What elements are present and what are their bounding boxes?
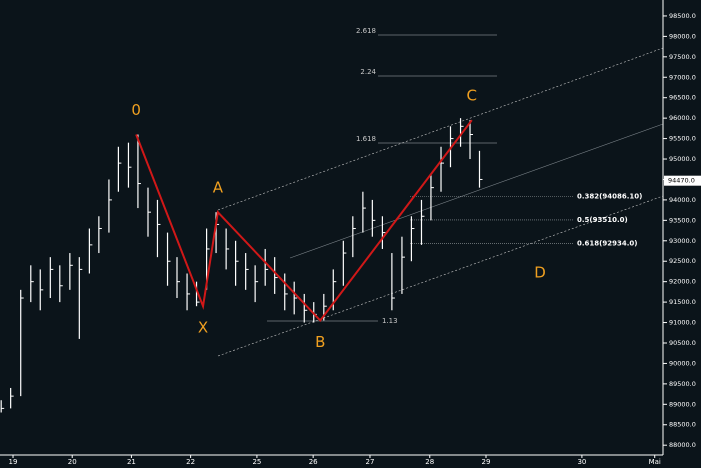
y-tick-label: 97500.0 <box>669 53 696 61</box>
y-tick-label: 98500.0 <box>669 12 696 20</box>
channel-upper <box>217 47 664 211</box>
fib-label: 0.5(93510.0) <box>577 216 628 224</box>
y-tick-label: 89500.0 <box>669 380 696 388</box>
x-tick-label: 28 <box>425 458 434 466</box>
last-price-label: 94470.0 <box>668 177 695 185</box>
y-tick-label: 91500.0 <box>669 298 696 306</box>
x-tick-label: 20 <box>68 458 77 466</box>
y-tick-label: 92000.0 <box>669 278 696 286</box>
x-tick-label: 22 <box>186 458 195 466</box>
channel-middle <box>289 123 664 259</box>
fib-label: 2.24 <box>360 68 376 76</box>
y-tick-label: 91000.0 <box>669 319 696 327</box>
fib-label: 0.618(92934.0) <box>577 239 637 247</box>
y-tick-label: 96500.0 <box>669 94 696 102</box>
pattern-label: C <box>467 87 477 105</box>
pattern-label: 0 <box>131 101 141 119</box>
y-tick-label: 93000.0 <box>669 237 696 245</box>
fib-label: 2.618 <box>356 27 376 35</box>
y-tick-label: 94000.0 <box>669 196 696 204</box>
fib-label: 1.618 <box>356 135 376 143</box>
x-tick-label: 19 <box>9 458 18 466</box>
y-tick-label: 90000.0 <box>669 359 696 367</box>
y-tick-label: 92500.0 <box>669 257 696 265</box>
y-tick-label: 88500.0 <box>669 421 696 429</box>
fib-label: 0.382(94086.10) <box>577 192 642 200</box>
last-price-box <box>664 175 701 186</box>
y-tick-label: 96000.0 <box>669 114 696 122</box>
y-tick-label: 93500.0 <box>669 216 696 224</box>
pattern-label: B <box>315 333 325 351</box>
x-tick-label: 30 <box>577 458 586 466</box>
pattern-label: D <box>534 264 546 282</box>
pattern-label: A <box>213 179 224 197</box>
x-tick-label: 21 <box>127 458 136 466</box>
fib-label: 1.13 <box>382 317 398 325</box>
y-tick-label: 95000.0 <box>669 155 696 163</box>
y-tick-label: 88000.0 <box>669 441 696 449</box>
x-tick-label: 25 <box>252 458 261 466</box>
x-tick-label: 29 <box>482 458 491 466</box>
y-tick-label: 89000.0 <box>669 400 696 408</box>
x-tick-label: 27 <box>366 458 375 466</box>
y-tick-label: 90500.0 <box>669 339 696 347</box>
x-tick-label: Mai <box>649 458 661 466</box>
y-tick-label: 95500.0 <box>669 135 696 143</box>
x-tick-label: 26 <box>309 458 318 466</box>
pattern-line <box>135 119 473 323</box>
channel-lower <box>217 195 664 357</box>
y-tick-label: 98000.0 <box>669 32 696 40</box>
y-tick-label: 97000.0 <box>669 73 696 81</box>
pattern-label: X <box>198 319 208 337</box>
